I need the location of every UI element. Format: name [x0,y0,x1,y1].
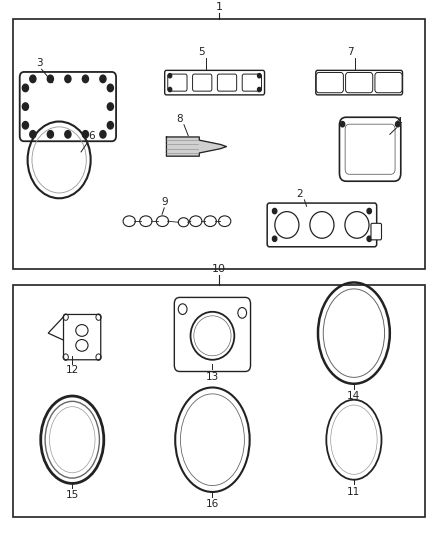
FancyBboxPatch shape [174,297,251,372]
FancyBboxPatch shape [64,314,101,360]
Text: 11: 11 [347,487,360,497]
Circle shape [340,122,345,127]
Circle shape [82,75,88,83]
Circle shape [272,208,277,214]
Circle shape [258,74,261,78]
FancyBboxPatch shape [168,74,187,91]
FancyBboxPatch shape [316,72,343,93]
Text: 13: 13 [206,372,219,382]
Circle shape [82,131,88,138]
Circle shape [47,75,53,83]
Circle shape [65,131,71,138]
Bar [13,19,425,269]
FancyBboxPatch shape [375,72,402,93]
FancyBboxPatch shape [371,223,381,240]
Text: 8: 8 [176,114,183,124]
FancyBboxPatch shape [346,72,373,93]
Circle shape [22,84,28,92]
Circle shape [47,131,53,138]
Text: 10: 10 [212,264,226,274]
Text: 16: 16 [206,499,219,510]
Text: 9: 9 [161,197,168,207]
FancyBboxPatch shape [242,74,261,91]
FancyBboxPatch shape [316,70,403,95]
Circle shape [22,122,28,129]
Text: 2: 2 [297,189,304,199]
FancyBboxPatch shape [193,74,212,91]
Circle shape [258,87,261,92]
Text: 12: 12 [66,365,79,375]
FancyBboxPatch shape [339,117,401,181]
Circle shape [272,236,277,241]
Circle shape [65,75,71,83]
Text: 5: 5 [198,47,205,57]
Circle shape [107,103,113,110]
FancyBboxPatch shape [165,70,265,95]
FancyBboxPatch shape [20,72,116,141]
Text: 14: 14 [347,391,360,401]
Polygon shape [166,137,226,156]
Circle shape [168,87,172,92]
FancyBboxPatch shape [267,203,377,247]
Circle shape [168,74,172,78]
Circle shape [107,84,113,92]
Text: 3: 3 [36,58,43,68]
Circle shape [367,208,371,214]
Circle shape [22,103,28,110]
Circle shape [396,122,400,127]
Circle shape [367,236,371,241]
Circle shape [100,75,106,83]
Circle shape [30,75,36,83]
Text: 1: 1 [215,2,223,12]
FancyBboxPatch shape [345,124,395,174]
Bar [13,285,425,517]
Text: 4: 4 [395,117,402,127]
Text: 15: 15 [66,490,79,500]
Text: 7: 7 [347,47,354,57]
Circle shape [107,122,113,129]
Circle shape [100,131,106,138]
FancyBboxPatch shape [217,74,237,91]
Text: 6: 6 [88,131,95,141]
Circle shape [30,131,36,138]
